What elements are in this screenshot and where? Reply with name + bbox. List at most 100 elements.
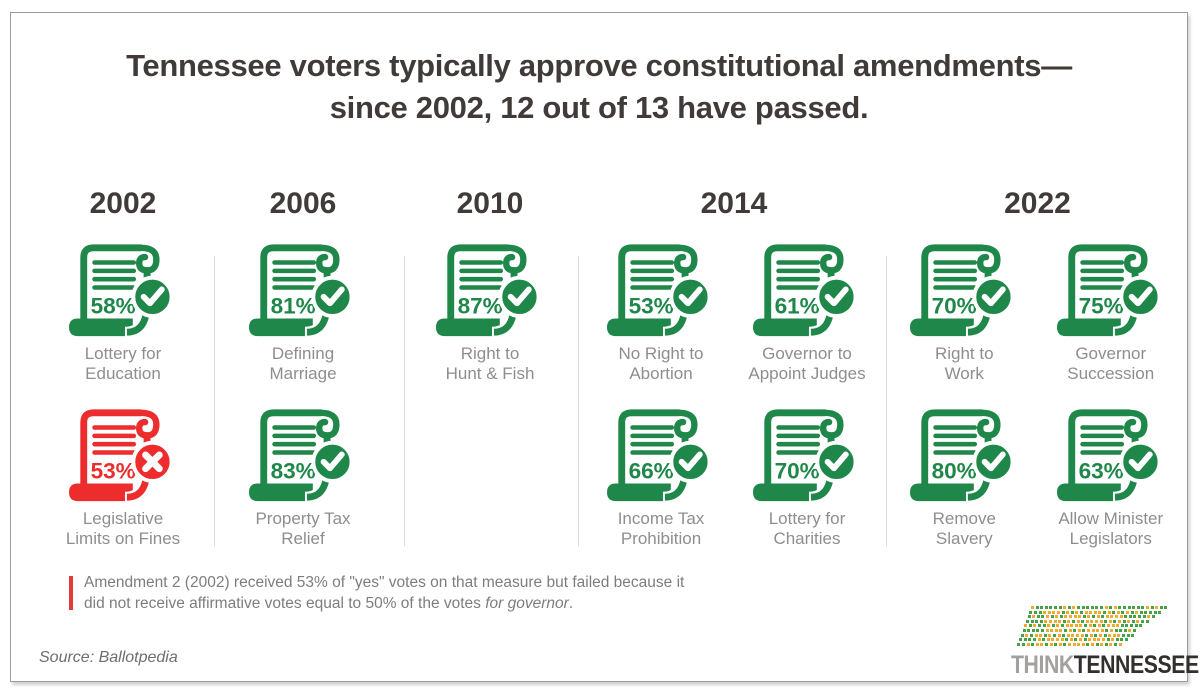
svg-text:66%: 66%	[629, 459, 674, 484]
year-label: 2006	[269, 187, 337, 220]
column-divider	[886, 256, 887, 546]
check-circle-icon	[669, 440, 712, 483]
scroll-icon: 70%	[753, 409, 858, 505]
amendment-label: Income Tax Prohibition	[617, 509, 705, 548]
amendment-label: Governor Succession	[1067, 344, 1155, 383]
amendment-item: 87% Right to Hunt & Fish	[417, 236, 563, 401]
svg-text:83%: 83%	[271, 459, 316, 484]
amendment-label: Defining Marriage	[269, 344, 337, 383]
title-line-2: since 2002, 12 out of 13 have passed.	[329, 90, 869, 125]
check-circle-icon	[669, 275, 712, 318]
scroll-icon: 53%	[607, 244, 712, 340]
amendment-label: Right to Hunt & Fish	[445, 344, 535, 383]
page-title: Tennessee voters typically approve const…	[11, 45, 1187, 129]
amendment-item: 80% Remove Slavery	[891, 401, 1038, 566]
amendment-item: 70% Right to Work	[891, 236, 1038, 401]
column-divider	[578, 256, 579, 546]
scroll-icon: 75%	[1056, 244, 1162, 340]
logo-think-text: THINK	[1011, 651, 1074, 679]
scroll-icon: 53%	[69, 409, 174, 505]
footnote-italic: for governor	[485, 594, 569, 612]
svg-text:81%: 81%	[271, 294, 316, 319]
amendment-label: Allow Minister Legislators	[1058, 509, 1164, 548]
scroll-icon: 87%	[436, 244, 541, 340]
year-items: 70% Right to Work 75% Governor Succession	[891, 236, 1184, 566]
year-label: 2010	[456, 187, 524, 220]
svg-text:70%: 70%	[932, 294, 977, 319]
scroll-icon: 66%	[607, 409, 712, 505]
svg-text:63%: 63%	[1078, 459, 1123, 484]
column-divider	[214, 256, 215, 546]
amendment-item: 53% No Right to Abortion	[588, 236, 734, 401]
svg-text:61%: 61%	[775, 294, 820, 319]
scroll-icon: 80%	[910, 409, 1015, 505]
svg-text:53%: 53%	[91, 459, 136, 484]
infographic-card: Tennessee voters typically approve const…	[10, 12, 1199, 682]
amendment-item: 63% Allow Minister Legislators	[1038, 401, 1185, 566]
check-circle-icon	[131, 275, 174, 318]
tennessee-state-dot-map-icon	[1011, 606, 1171, 649]
amendment-label: No Right to Abortion	[618, 344, 704, 383]
check-circle-icon	[815, 440, 858, 483]
footnote-text: Amendment 2 (2002) received 53% of "yes"…	[84, 573, 709, 614]
year-group-2002: 2002 58% Lottery for Education	[50, 186, 196, 566]
logo-wordmark: THINKTENNESSEE	[1011, 651, 1199, 679]
check-circle-icon	[311, 275, 354, 318]
scroll-icon: 81%	[249, 244, 354, 340]
year-group-2014: 2014 53% No Right to Abortion 6	[588, 186, 880, 566]
year-label: 2022	[1004, 187, 1071, 220]
amendment-item: 70% Lottery for Charities	[734, 401, 880, 566]
year-items: 58% Lottery for Education 53% Legislative…	[50, 236, 196, 566]
check-circle-icon	[311, 440, 354, 483]
amendment-label: Legislative Limits on Fines	[65, 509, 181, 548]
amendment-item: 75% Governor Succession	[1038, 236, 1185, 401]
amendment-label: Right to Work	[934, 344, 994, 383]
year-group-2022: 2022 70% Right to Work 75%	[891, 186, 1184, 566]
year-group-2006: 2006 81% Defining Marriage 83%	[230, 186, 376, 566]
scroll-icon: 83%	[249, 409, 354, 505]
amendment-item: 61% Governor to Appoint Judges	[734, 236, 880, 401]
year-group-2010: 2010 87% Right to Hunt & Fish	[417, 186, 563, 401]
check-circle-icon	[498, 275, 541, 318]
check-circle-icon	[1119, 440, 1162, 483]
footnote-accent-bar	[69, 576, 73, 610]
svg-text:53%: 53%	[629, 294, 674, 319]
column-divider	[404, 256, 405, 546]
svg-text:80%: 80%	[932, 459, 977, 484]
year-label: 2014	[700, 187, 768, 220]
scroll-icon: 63%	[1056, 409, 1162, 505]
year-items: 53% No Right to Abortion 61% Governor to A…	[588, 236, 880, 566]
scroll-icon: 70%	[910, 244, 1015, 340]
logo-tennessee-text: TENNESSEE	[1073, 651, 1199, 679]
think-tennessee-logo: THINKTENNESSEE	[1011, 606, 1199, 679]
amendment-label: Lottery for Education	[84, 344, 162, 383]
check-circle-icon	[1119, 275, 1162, 318]
year-label: 2002	[89, 187, 157, 220]
amendment-label: Lottery for Charities	[768, 509, 846, 548]
title-line-1: Tennessee voters typically approve const…	[126, 48, 1072, 83]
amendment-label: Property Tax Relief	[255, 509, 351, 548]
svg-text:70%: 70%	[775, 459, 820, 484]
check-circle-icon	[972, 440, 1015, 483]
amendment-item: 66% Income Tax Prohibition	[588, 401, 734, 566]
amendment-item: 83% Property Tax Relief	[230, 401, 376, 566]
amendment-label: Governor to Appoint Judges	[748, 344, 866, 383]
footnote: Amendment 2 (2002) received 53% of "yes"…	[69, 573, 709, 614]
check-circle-icon	[972, 275, 1015, 318]
year-items: 81% Defining Marriage 83% Property Tax Rel…	[230, 236, 376, 566]
amendment-item: 53% Legislative Limits on Fines	[50, 401, 196, 566]
svg-text:58%: 58%	[91, 294, 136, 319]
year-items: 87% Right to Hunt & Fish	[417, 236, 563, 401]
x-circle-icon	[131, 440, 174, 483]
check-circle-icon	[815, 275, 858, 318]
footnote-suffix: .	[568, 594, 574, 612]
scroll-icon: 58%	[69, 244, 174, 340]
footnote-main: Amendment 2 (2002) received 53% of "yes"…	[84, 574, 685, 612]
svg-text:75%: 75%	[1078, 294, 1123, 319]
amendment-label: Remove Slavery	[932, 509, 996, 548]
source-credit: Source: Ballotpedia	[39, 649, 178, 666]
amendment-item: 81% Defining Marriage	[230, 236, 376, 401]
svg-text:87%: 87%	[458, 294, 503, 319]
scroll-icon: 61%	[753, 244, 858, 340]
amendment-item: 58% Lottery for Education	[50, 236, 196, 401]
